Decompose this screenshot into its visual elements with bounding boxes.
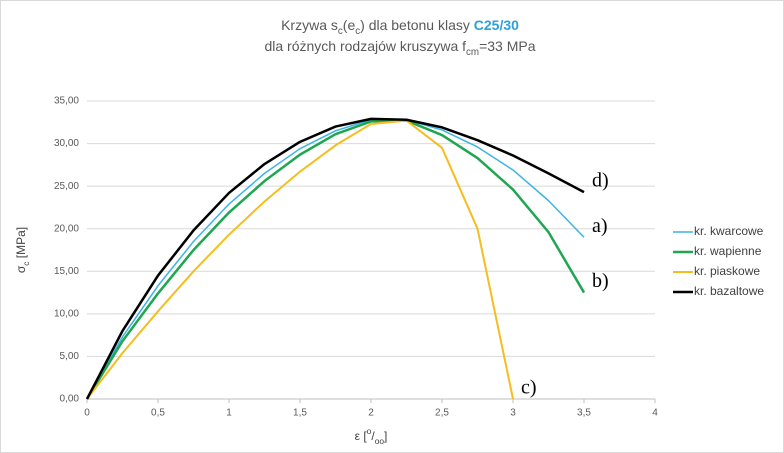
y-tick-label: 35,00 [54,96,79,107]
x-tick-label: 3,5 [577,408,591,419]
text-part: ) dla betonu klasy [360,17,474,33]
text-part: Krzywa s [281,17,338,33]
x-tick-label: 1,5 [293,408,307,419]
text-part: ] [384,429,387,443]
series-line [85,117,585,400]
x-tick-label: 2 [368,408,374,419]
text-part: c [355,26,360,37]
y-axis-label: σc [MPa] [14,227,31,273]
text-part: / [371,429,375,443]
legend-label: kr. piaskowe [694,264,760,278]
y-tick-label: 0,00 [60,394,80,405]
x-tick-label: 1 [226,408,232,419]
legend-label: kr. wapienne [694,244,762,258]
chart-title: Krzywa sc(ec) dla betonu klasy C25/30 [281,17,519,37]
y-tick-label: 20,00 [54,223,79,234]
text-part: cm [466,47,479,58]
x-tick-label: 0 [84,408,90,419]
series-line [86,119,514,400]
series-line [85,119,586,400]
text-part: c [338,26,343,37]
end-label: c) [521,377,537,399]
y-tick-label: 10,00 [54,308,79,319]
text-part: oo [375,436,385,446]
x-tick-label: 2,5 [435,408,449,419]
text-part: (e [343,17,356,33]
end-label: d) [592,170,609,192]
text-part: c [21,262,31,266]
end-label: a) [592,215,608,237]
text-part: C25/30 [474,17,519,33]
x-tick-label: 3 [510,408,516,419]
x-axis-label: ε [o/oo] [355,426,388,446]
text-part: σ [14,265,28,273]
y-tick-label: 25,00 [54,181,79,192]
series-line [86,118,585,400]
legend-label: kr. bazaltowe [694,284,764,298]
text-part: ε [ [355,429,368,443]
text-part: o [367,426,372,436]
legend-label: kr. kwarcowe [694,224,764,238]
y-tick-label: 30,00 [54,138,79,149]
text-part: =33 MPa [479,38,536,54]
y-tick-label: 5,00 [60,351,80,362]
x-tick-label: 4 [652,408,658,419]
text-part: dla różnych rodzajów kruszywa f [264,38,466,54]
end-label: b) [592,270,609,292]
y-tick-label: 15,00 [54,266,79,277]
text-part: [MPa] [14,227,28,262]
chart-subtitle: dla różnych rodzajów kruszywa fcm=33 MPa [264,38,535,58]
x-tick-label: 0,5 [151,408,165,419]
